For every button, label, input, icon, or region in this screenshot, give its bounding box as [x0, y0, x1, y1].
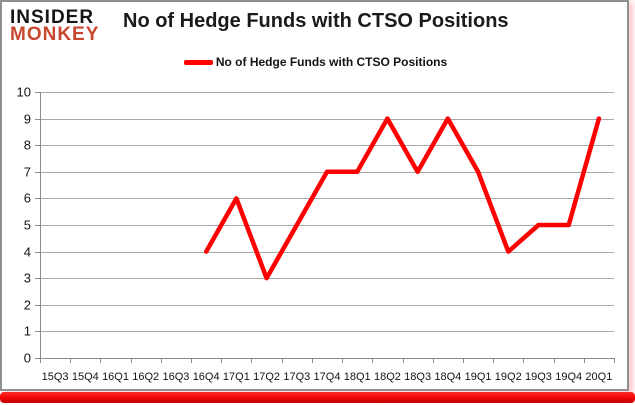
- legend-label: No of Hedge Funds with CTSO Positions: [215, 55, 448, 69]
- y-axis-label: 6: [24, 191, 31, 206]
- x-axis-label: 16Q1: [102, 371, 129, 383]
- x-axis-label: 15Q4: [72, 371, 99, 383]
- y-axis-label: 1: [24, 324, 31, 339]
- series-line: [203, 116, 602, 281]
- x-axis-label: 18Q4: [434, 371, 461, 383]
- x-axis-label: 17Q2: [253, 371, 280, 383]
- x-axis-label: 20Q1: [585, 371, 612, 383]
- y-axis-label: 5: [24, 218, 31, 233]
- x-axis-label: 16Q3: [162, 371, 189, 383]
- x-axis-label: 17Q4: [314, 371, 341, 383]
- chart-panel: INSIDER MONKEY No of Hedge Funds with CT…: [0, 0, 629, 391]
- x-axis-label: 17Q3: [283, 371, 310, 383]
- chart-title: No of Hedge Funds with CTSO Positions: [123, 10, 509, 32]
- logo-text-insider: INSIDER: [10, 7, 95, 28]
- x-axis-label: 16Q2: [132, 371, 159, 383]
- y-axis-label: 8: [24, 138, 31, 153]
- x-axis-label: 19Q3: [525, 371, 552, 383]
- x-axis-label: 19Q1: [465, 371, 492, 383]
- x-axis-label: 15Q3: [42, 371, 69, 383]
- y-axis-label: 7: [24, 165, 31, 180]
- x-axis-label: 18Q3: [404, 371, 431, 383]
- x-axis-label: 19Q4: [555, 371, 582, 383]
- x-axis-label: 18Q2: [374, 371, 401, 383]
- bottom-red-bar: [0, 392, 635, 403]
- y-axis-label: 4: [24, 245, 31, 260]
- insider-monkey-logo: INSIDER MONKEY: [10, 7, 100, 46]
- legend-line-swatch: [183, 59, 213, 65]
- logo-text-monkey: MONKEY: [10, 24, 100, 46]
- x-axis-label: 16Q4: [193, 371, 220, 383]
- y-axis-label: 10: [17, 85, 31, 100]
- legend: No of Hedge Funds with CTSO Positions: [2, 55, 629, 69]
- y-axis-label: 0: [24, 351, 31, 366]
- x-axis-label: 18Q1: [344, 371, 371, 383]
- y-axis-label: 9: [24, 112, 31, 127]
- x-axis-label: 17Q1: [223, 371, 250, 383]
- y-axis-label: 3: [24, 271, 31, 286]
- x-axis-label: 19Q2: [495, 371, 522, 383]
- y-axis-label: 2: [24, 298, 31, 313]
